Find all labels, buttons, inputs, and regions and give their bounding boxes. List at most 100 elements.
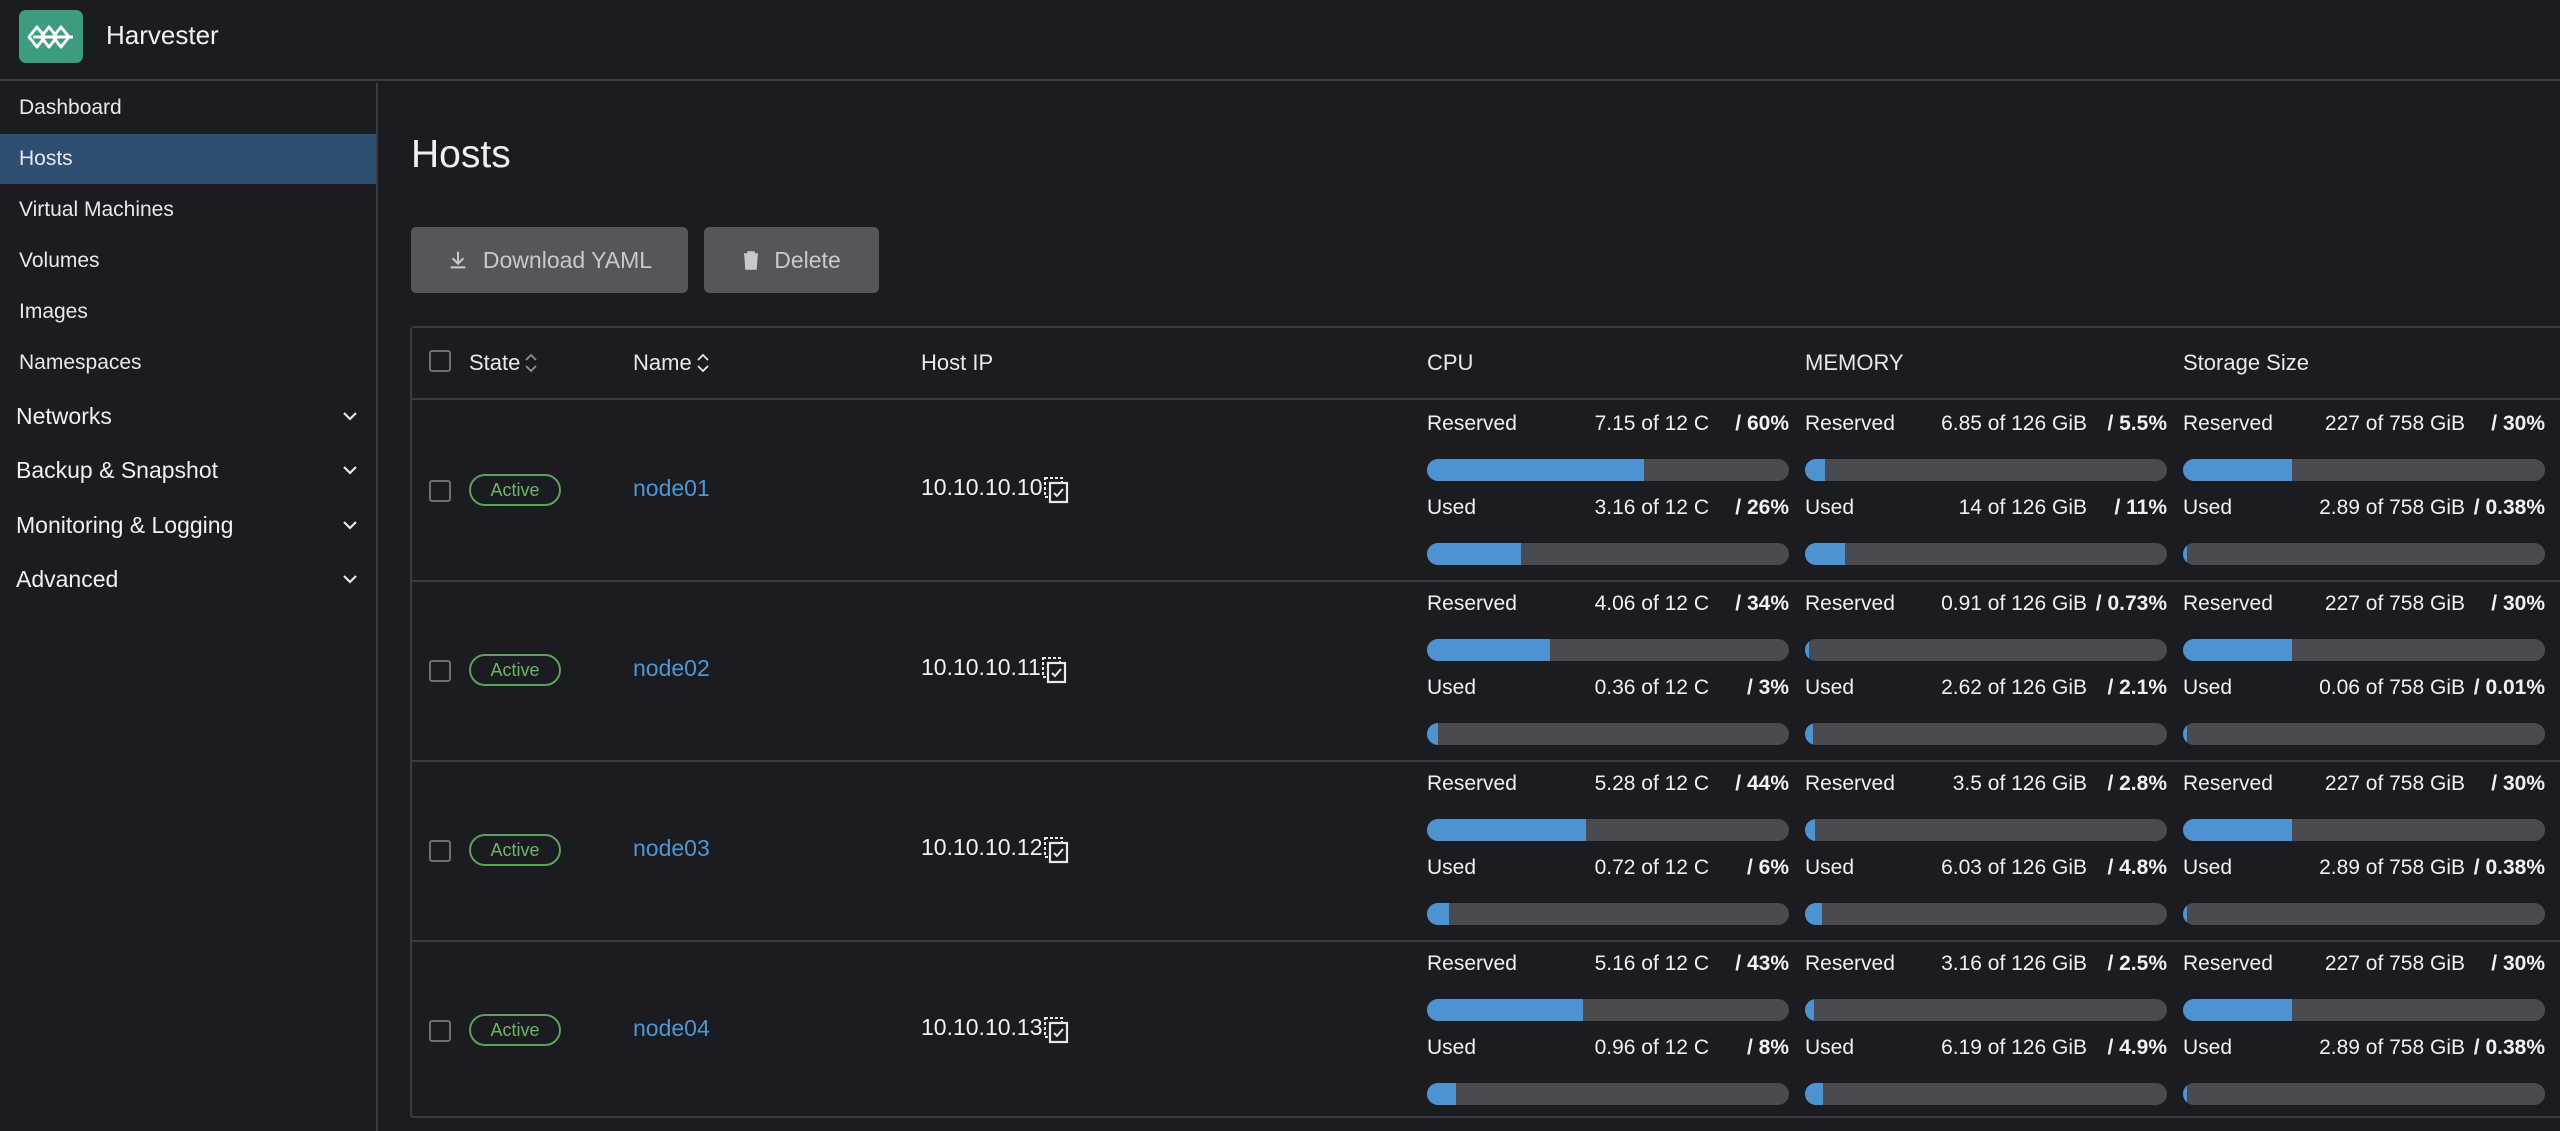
chevron-down-icon <box>343 412 357 421</box>
sidebar-group-networks[interactable]: Networks <box>0 391 376 441</box>
sidebar-group-backup-snapshot[interactable]: Backup & Snapshot <box>0 445 376 495</box>
host-name-link[interactable]: node02 <box>633 655 710 681</box>
app-title: Harvester <box>106 20 219 50</box>
reserved-line: Reserved 6.85 of 126 GiB / 5.5% <box>1805 412 2167 440</box>
used-label: Used <box>1805 856 1855 879</box>
reserved-progress-bar <box>1805 459 2167 481</box>
sidebar-group-label: Advanced <box>16 565 119 592</box>
cpu-metric: Reserved 5.28 of 12 C / 44% Used 0.72 of 12 … <box>1427 772 1789 932</box>
reserved-value: 5.28 of 12 C <box>1594 772 1709 795</box>
table-row: Active node02 10.10.10.11 Reserved 4.06 of 1… <box>412 582 2560 762</box>
top-bar: Harvester <box>0 0 2560 81</box>
reserved-progress-fill <box>2183 819 2292 841</box>
reserved-value: 227 of 758 GiB <box>2324 412 2465 435</box>
memory-metric: Reserved 6.85 of 126 GiB / 5.5% Used 14 of 1… <box>1805 412 2167 572</box>
used-progress-fill <box>1805 723 1813 745</box>
copy-icon[interactable] <box>1043 836 1069 864</box>
select-all-checkbox[interactable] <box>429 350 451 372</box>
sidebar-item-namespaces[interactable]: Namespaces <box>0 338 376 388</box>
reserved-line: Reserved 7.15 of 12 C / 60% <box>1427 412 1789 440</box>
used-value: 0.96 of 12 C <box>1594 1036 1709 1059</box>
storage-metric: Reserved 227 of 758 GiB / 30% Used 0.06 of 7… <box>2183 592 2545 752</box>
sidebar-item-label: Images <box>19 300 88 323</box>
harvester-logo-icon[interactable] <box>19 10 83 63</box>
sidebar-item-dashboard[interactable]: Dashboard <box>0 83 376 133</box>
column-header-state[interactable]: State <box>469 350 538 376</box>
used-value: 2.89 of 758 GiB <box>2319 856 2465 879</box>
status-badge: Active <box>469 474 561 506</box>
reserved-value: 3.16 of 126 GiB <box>1941 952 2087 975</box>
used-line: Used 2.89 of 758 GiB / 0.38% <box>2183 496 2545 524</box>
reserved-percent: / 5.5% <box>2107 412 2167 435</box>
column-header-memory: MEMORY <box>1805 350 1904 376</box>
reserved-percent: / 30% <box>2491 952 2545 975</box>
reserved-line: Reserved 3.5 of 126 GiB / 2.8% <box>1805 772 2167 800</box>
host-ip-cell: 10.10.10.12 <box>921 834 1069 864</box>
sidebar: Dashboard Hosts Virtual Machines Volumes… <box>0 83 378 1131</box>
used-progress-fill <box>1427 723 1438 745</box>
used-percent: / 0.01% <box>2473 676 2545 699</box>
used-percent: / 26% <box>1735 496 1789 519</box>
used-line: Used 0.36 of 12 C / 3% <box>1427 676 1789 704</box>
sidebar-group-monitoring-logging[interactable]: Monitoring & Logging <box>0 500 376 550</box>
reserved-value: 227 of 758 GiB <box>2324 772 2465 795</box>
reserved-progress-fill <box>1805 999 1815 1021</box>
reserved-progress-bar <box>1427 639 1789 661</box>
reserved-percent: / 43% <box>1735 952 1789 975</box>
reserved-progress-fill <box>2183 459 2292 481</box>
row-checkbox[interactable] <box>429 1020 451 1042</box>
used-progress-fill <box>2183 903 2187 925</box>
used-label: Used <box>2183 676 2233 699</box>
delete-button[interactable]: Delete <box>704 227 879 293</box>
reserved-progress-fill <box>1427 639 1551 661</box>
row-checkbox[interactable] <box>429 480 451 502</box>
used-percent: / 8% <box>1746 1036 1789 1059</box>
used-progress-bar <box>1427 1083 1789 1105</box>
host-ip-value: 10.10.10.12 <box>921 834 1043 860</box>
table-header: State Name Host IP CPU MEMORY Storage Si… <box>412 328 2560 400</box>
used-label: Used <box>2183 496 2233 519</box>
table-row: Active node04 10.10.10.13 Reserved 5.16 of 1… <box>412 942 2560 1122</box>
copy-icon[interactable] <box>1043 1016 1069 1044</box>
used-progress-fill <box>2183 723 2187 745</box>
reserved-percent: / 44% <box>1735 772 1789 795</box>
sidebar-item-label: Hosts <box>19 147 73 170</box>
used-value: 0.72 of 12 C <box>1594 856 1709 879</box>
row-checkbox[interactable] <box>429 840 451 862</box>
reserved-line: Reserved 3.16 of 126 GiB / 2.5% <box>1805 952 2167 980</box>
storage-metric: Reserved 227 of 758 GiB / 30% Used 2.89 of 7… <box>2183 412 2545 572</box>
used-progress-fill <box>1805 543 1845 565</box>
column-header-name[interactable]: Name <box>633 350 710 376</box>
memory-metric: Reserved 0.91 of 126 GiB / 0.73% Used 2.62 o… <box>1805 592 2167 752</box>
used-line: Used 2.89 of 758 GiB / 0.38% <box>2183 856 2545 884</box>
sidebar-item-volumes[interactable]: Volumes <box>0 236 376 286</box>
used-percent: / 6% <box>1746 856 1789 879</box>
reserved-label: Reserved <box>2183 412 2273 435</box>
copy-icon[interactable] <box>1041 656 1067 684</box>
host-name-link[interactable]: node03 <box>633 835 710 861</box>
host-name-link[interactable]: node04 <box>633 1015 710 1041</box>
column-header-cpu: CPU <box>1427 350 1473 376</box>
copy-icon[interactable] <box>1043 476 1069 504</box>
host-name-link[interactable]: node01 <box>633 475 710 501</box>
used-label: Used <box>1427 496 1477 519</box>
used-label: Used <box>1427 1036 1477 1059</box>
reserved-label: Reserved <box>1427 412 1517 435</box>
cpu-metric: Reserved 5.16 of 12 C / 43% Used 0.96 of 12 … <box>1427 952 1789 1112</box>
sidebar-group-advanced[interactable]: Advanced <box>0 554 376 604</box>
used-value: 0.36 of 12 C <box>1594 676 1709 699</box>
reserved-progress-bar <box>1805 819 2167 841</box>
hosts-table: State Name Host IP CPU MEMORY Storage Si… <box>410 326 2560 1118</box>
used-percent: / 0.38% <box>2473 1036 2545 1059</box>
sidebar-item-virtual-machines[interactable]: Virtual Machines <box>0 185 376 235</box>
row-checkbox[interactable] <box>429 660 451 682</box>
sidebar-item-hosts[interactable]: Hosts <box>0 134 376 184</box>
download-yaml-button[interactable]: Download YAML <box>411 227 688 293</box>
reserved-label: Reserved <box>1427 772 1517 795</box>
sidebar-item-images[interactable]: Images <box>0 287 376 337</box>
sidebar-item-label: Namespaces <box>19 351 142 374</box>
storage-metric: Reserved 227 of 758 GiB / 30% Used 2.89 of 7… <box>2183 772 2545 932</box>
reserved-label: Reserved <box>2183 772 2273 795</box>
used-progress-fill <box>1427 1083 1456 1105</box>
reserved-progress-fill <box>2183 999 2292 1021</box>
